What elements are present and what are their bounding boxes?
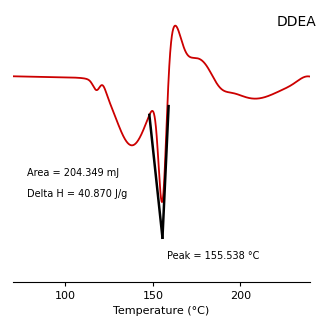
Text: Area = 204.349 mJ: Area = 204.349 mJ xyxy=(27,168,119,178)
Text: Peak = 155.538 °C: Peak = 155.538 °C xyxy=(167,251,259,261)
Text: DDEA: DDEA xyxy=(276,15,316,29)
X-axis label: Temperature (°C): Temperature (°C) xyxy=(114,306,210,316)
Text: Delta H = 40.870 J/g: Delta H = 40.870 J/g xyxy=(27,189,127,199)
